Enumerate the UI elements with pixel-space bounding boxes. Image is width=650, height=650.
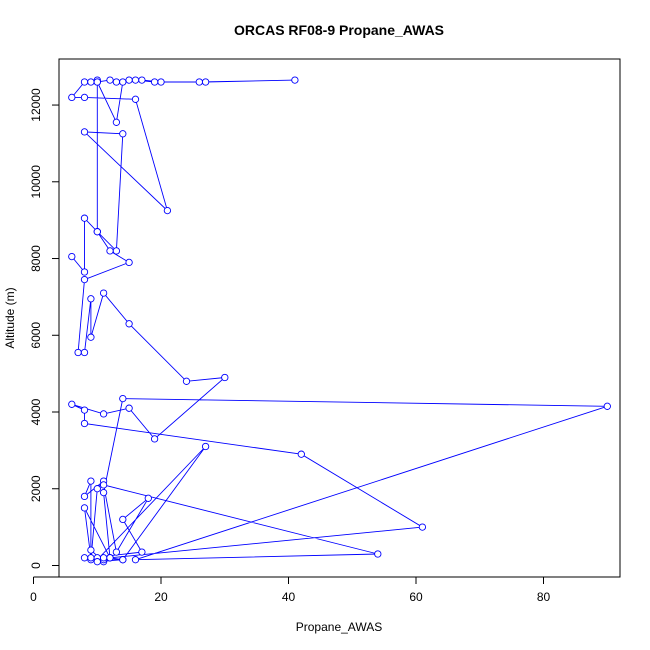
y-tick-label: 8000 xyxy=(29,245,43,272)
data-point xyxy=(99,481,108,489)
data-point xyxy=(80,268,89,276)
data-point xyxy=(87,554,95,562)
y-tick-label: 12000 xyxy=(29,88,43,122)
data-point xyxy=(80,128,89,136)
data-point xyxy=(106,76,114,84)
data-point xyxy=(131,556,140,564)
x-tick-label: 20 xyxy=(154,590,168,604)
data-point xyxy=(80,78,89,86)
data-point xyxy=(93,78,101,86)
data-point xyxy=(106,247,114,255)
data-point xyxy=(80,406,89,414)
data-point xyxy=(119,78,127,86)
data-point xyxy=(87,477,95,485)
data-point xyxy=(80,93,89,102)
y-tick-label: 6000 xyxy=(29,322,43,349)
data-point xyxy=(131,76,140,84)
data-point xyxy=(80,504,89,512)
data-point xyxy=(80,348,89,357)
x-tick-label: 40 xyxy=(282,590,296,604)
data-point xyxy=(80,275,89,284)
y-tick-label: 2000 xyxy=(29,475,43,502)
data-point xyxy=(418,523,427,531)
data-point xyxy=(68,252,76,261)
data-point xyxy=(80,492,89,501)
y-tick-label: 10000 xyxy=(29,165,43,199)
x-tick-label: 0 xyxy=(30,590,37,604)
data-point xyxy=(125,404,133,412)
y-axis-label: Altitude (m) xyxy=(3,287,17,348)
data-point xyxy=(150,78,159,86)
data-point xyxy=(68,93,76,102)
data-point xyxy=(68,400,76,408)
data-point xyxy=(131,95,140,103)
data-point xyxy=(603,402,611,410)
x-axis-label: Propane_AWAS xyxy=(296,620,383,634)
data-point xyxy=(93,228,101,236)
y-tick-label: 4000 xyxy=(29,398,43,425)
data-point xyxy=(125,320,133,328)
data-point xyxy=(112,548,121,556)
data-point xyxy=(87,78,95,86)
data-point xyxy=(138,76,146,84)
data-point xyxy=(93,485,101,493)
series-line-group xyxy=(70,79,608,563)
data-point xyxy=(119,130,127,138)
y-axis: 0 2000 4000 6000 8000 10000 12000 xyxy=(29,88,60,569)
y-tick-label: 0 xyxy=(29,562,43,569)
data-point xyxy=(182,377,191,385)
data-point xyxy=(138,548,146,556)
data-point xyxy=(291,76,299,84)
data-point xyxy=(119,556,127,564)
data-point xyxy=(99,554,108,562)
data-point xyxy=(80,419,89,428)
data-point xyxy=(125,76,133,84)
data-point xyxy=(87,295,95,303)
data-point xyxy=(93,558,101,566)
x-tick-label: 80 xyxy=(537,590,551,604)
data-point xyxy=(80,214,89,222)
data-point xyxy=(163,206,172,215)
data-point xyxy=(125,258,133,267)
data-point xyxy=(112,247,121,255)
data-point xyxy=(221,373,229,382)
data-point xyxy=(157,78,165,86)
chart-title: ORCAS RF08-9 Propane_AWAS xyxy=(234,22,444,38)
data-point xyxy=(119,515,127,524)
plot-area-border xyxy=(58,58,621,578)
series-line xyxy=(70,79,608,563)
data-point xyxy=(374,550,382,558)
data-point xyxy=(87,546,95,554)
x-axis: 0 20 40 60 80 xyxy=(30,576,551,604)
data-point xyxy=(74,348,82,357)
data-point xyxy=(99,410,108,418)
data-point xyxy=(119,394,127,403)
data-point xyxy=(297,450,305,458)
data-point xyxy=(112,78,121,86)
data-point xyxy=(87,333,95,341)
data-point xyxy=(201,78,210,86)
data-point xyxy=(144,494,152,502)
data-point xyxy=(99,289,108,297)
data-point xyxy=(99,488,108,497)
x-tick-label: 60 xyxy=(409,590,423,604)
series-points-group xyxy=(68,76,611,566)
data-point xyxy=(112,118,121,126)
data-point xyxy=(201,442,210,451)
data-point xyxy=(150,435,159,443)
data-point xyxy=(195,78,203,86)
data-point xyxy=(80,554,89,562)
data-point xyxy=(106,554,114,562)
